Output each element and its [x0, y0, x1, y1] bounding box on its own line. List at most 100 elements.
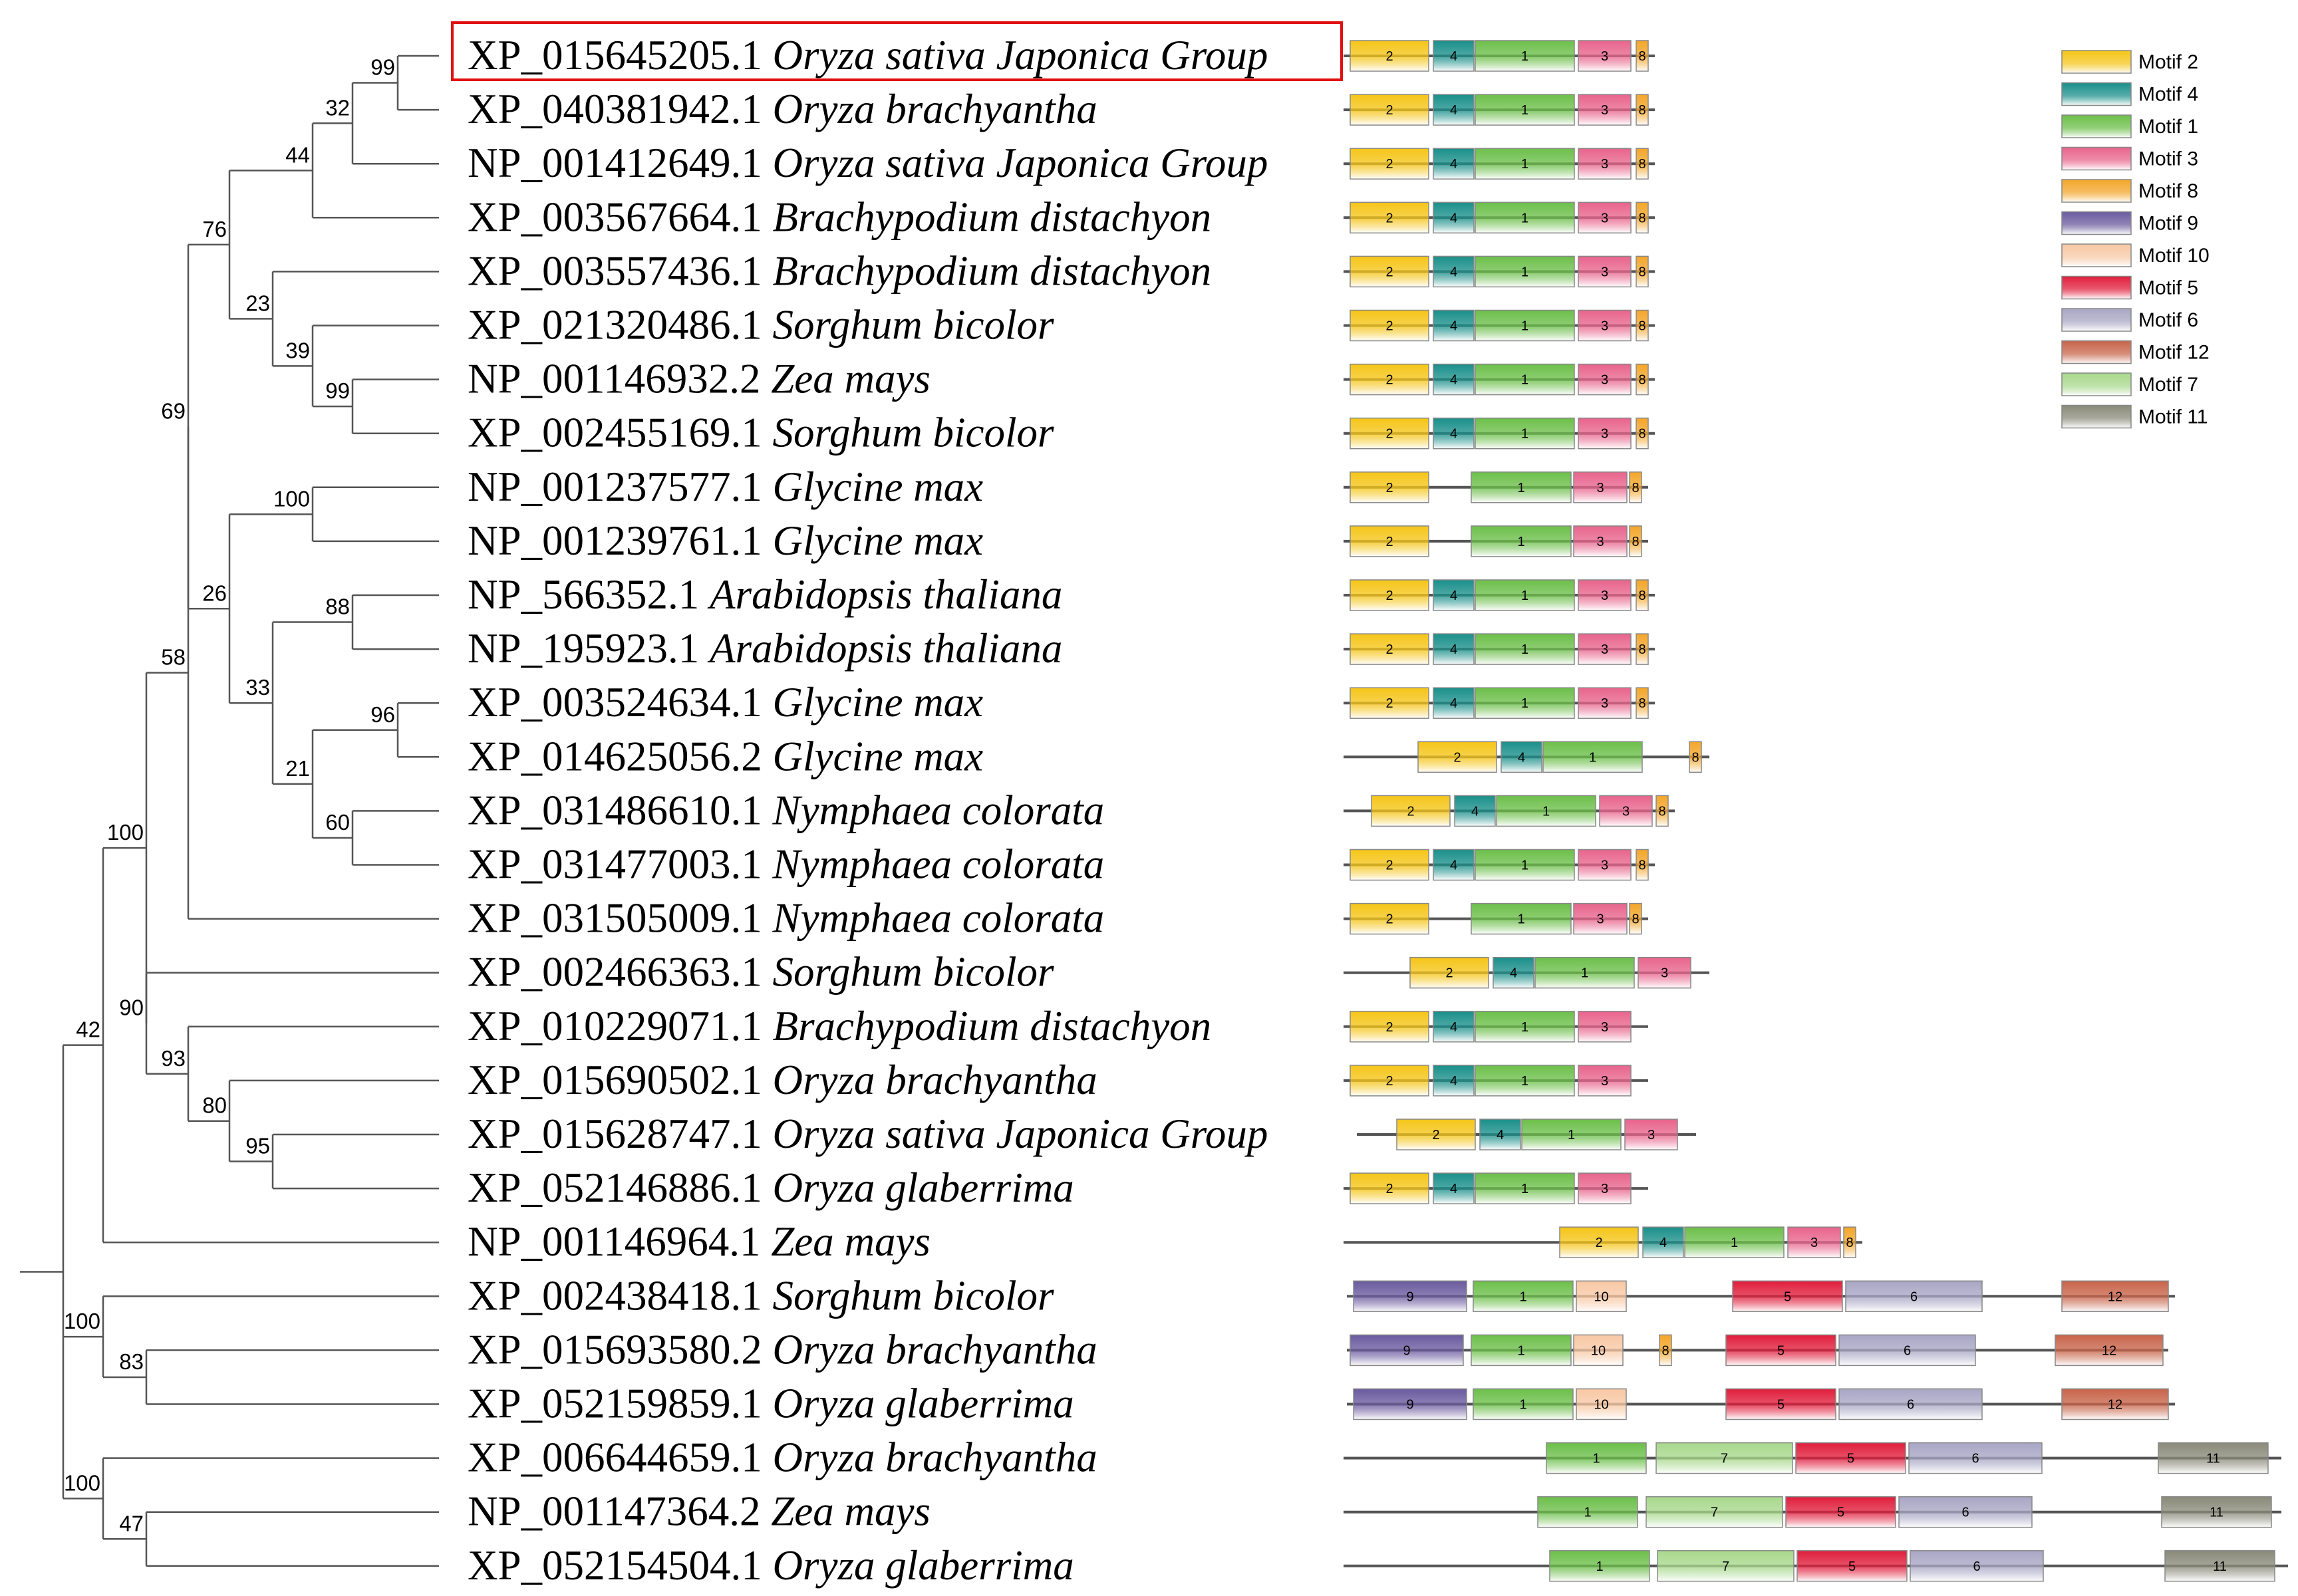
motif-number: 9	[1406, 1289, 1413, 1304]
motif-number: 3	[1661, 966, 1668, 981]
motif-8-block	[1636, 363, 1649, 396]
motif-number: 2	[1385, 319, 1393, 334]
accession: NP_001239761.1	[468, 517, 773, 564]
motif-number: 3	[1601, 427, 1608, 442]
motif-track: 2 4 1 3	[1344, 956, 1709, 989]
motif-3-block	[1578, 309, 1632, 342]
accession: XP_052159859.1	[468, 1381, 773, 1427]
motif-number: 4	[1450, 1074, 1457, 1089]
motif-4-block	[1433, 1172, 1475, 1204]
motif-4-block	[1479, 1119, 1521, 1150]
motif-number: 11	[2206, 1452, 2220, 1466]
accession: XP_052154504.1	[468, 1542, 773, 1589]
motif-number: 2	[1385, 642, 1393, 657]
motif-track: 9 1 10 5 6 12	[1347, 1388, 2175, 1420]
motif-6-block	[1898, 1496, 2033, 1528]
accession: XP_002466363.1	[468, 949, 773, 996]
bootstrap-value: 44	[285, 142, 310, 167]
motif-number: 2	[1385, 535, 1393, 549]
motif-number: 3	[1622, 804, 1630, 819]
species-name: Oryza sativa Japonica Group	[773, 140, 1268, 186]
motif-number: 2	[1385, 211, 1393, 225]
motif-3-block	[1578, 633, 1632, 665]
motif-number: 3	[1601, 49, 1608, 64]
legend-label: Motif 1	[2138, 116, 2198, 138]
motif-track: 2 4 1 3 8	[1344, 633, 1655, 665]
motif-number: 3	[1596, 912, 1604, 927]
motif-3-block	[1578, 255, 1632, 288]
motif-number: 1	[1521, 1182, 1528, 1196]
motif-5-block	[1785, 1496, 1896, 1528]
bootstrap-value: 93	[161, 1046, 186, 1071]
taxon-labels: XP_015645205.1 Oryza sativa Japonica Gro…	[451, 21, 1343, 1589]
motif-number: 3	[1601, 103, 1608, 118]
accession: XP_031486610.1	[468, 787, 773, 833]
species-name: Oryza brachyantha	[773, 86, 1097, 132]
motif-number: 2	[1595, 1236, 1602, 1250]
species-name: Sorghum bicolor	[773, 949, 1054, 996]
accession: NP_001237577.1	[468, 464, 773, 510]
motif-structures: 2 4 1 3 8 2 4 1 3 8 2 4 1 3 8 2 4 1 3 8 2 4 1 3 8 2 4 1 3 8 2 4 1 3 8 2 4 1 3 8…	[1344, 40, 2288, 1582]
motif-1-block	[1471, 1334, 1572, 1367]
motif-3-block	[1578, 579, 1632, 611]
motif-4-block	[1433, 309, 1475, 342]
motif-number: 3	[1601, 211, 1608, 225]
legend-swatch	[2061, 114, 2132, 138]
motif-number: 5	[1777, 1343, 1785, 1358]
motif-2-block	[1350, 1011, 1429, 1043]
accession: XP_002455169.1	[468, 410, 773, 456]
motif-track: 2 4 1 3 8	[1344, 795, 1675, 827]
motif-8-block	[1636, 633, 1649, 665]
motif-number: 10	[1594, 1398, 1608, 1412]
legend-label: Motif 12	[2138, 342, 2210, 364]
species-name: Zea mays	[771, 356, 931, 402]
motif-track: 2 4 1 3 8	[1344, 255, 1655, 288]
motif-2-block	[1559, 1226, 1639, 1258]
motif-4-block	[1433, 201, 1475, 234]
taxon-label: XP_052146886.1 Oryza glaberrima	[468, 1164, 1074, 1211]
motif-2-block	[1350, 849, 1429, 881]
motif-number: 3	[1601, 319, 1608, 334]
accession: XP_014625056.2	[468, 733, 773, 779]
motif-number: 4	[1450, 696, 1457, 711]
motif-4-block	[1433, 849, 1475, 881]
motif-track: 1 7 5 6 11	[1344, 1550, 2288, 1582]
motif-number: 3	[1601, 642, 1608, 657]
accession: NP_001146964.1	[468, 1218, 771, 1265]
motif-1-block	[1475, 1065, 1575, 1097]
bootstrap-value: 32	[325, 95, 350, 120]
motif-3-block	[1578, 849, 1632, 881]
bootstrap-value: 60	[325, 810, 350, 835]
taxon-label: XP_002466363.1 Sorghum bicolor	[468, 949, 1054, 996]
accession: XP_003524634.1	[468, 679, 773, 726]
motif-number: 2	[1385, 157, 1393, 172]
legend-label: Motif 7	[2138, 374, 2198, 396]
motif-number: 1	[1592, 1452, 1600, 1466]
motif-number: 8	[1638, 859, 1646, 873]
species-name: Brachypodium distachyon	[773, 247, 1212, 294]
motif-6-block	[1838, 1334, 1976, 1367]
motif-number: 6	[1961, 1506, 1969, 1520]
motif-4-block	[1433, 417, 1475, 450]
motif-track: 2 4 1 3	[1344, 1011, 1648, 1043]
motif-11-block	[2164, 1550, 2275, 1582]
motif-number: 2	[1385, 1020, 1393, 1035]
motif-11-block	[2161, 1496, 2272, 1528]
motif-1-block	[1471, 471, 1572, 503]
motif-2-block	[1350, 94, 1429, 126]
motif-1-block	[1684, 1226, 1785, 1258]
motif-track: 2 4 1 3	[1344, 1172, 1648, 1204]
motif-number: 1	[1589, 750, 1596, 765]
species-name: Oryza brachyantha	[773, 1326, 1097, 1373]
motif-3-block	[1578, 40, 1632, 72]
motif-2-block	[1350, 633, 1429, 665]
species-name: Brachypodium distachyon	[773, 1003, 1212, 1049]
motif-10-block	[1576, 1388, 1627, 1420]
legend-label: Motif 5	[2138, 277, 2198, 299]
motif-number: 11	[2213, 1559, 2227, 1574]
legend-swatch	[2061, 340, 2132, 364]
motif-1-block	[1475, 148, 1575, 180]
bootstrap-value: 88	[325, 595, 350, 619]
motif-number: 1	[1584, 1506, 1591, 1520]
